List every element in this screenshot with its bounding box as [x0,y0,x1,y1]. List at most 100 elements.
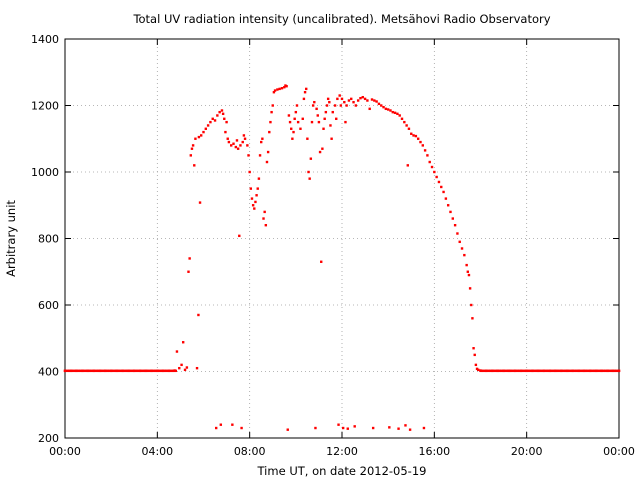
x-tick-label: 04:00 [141,445,173,458]
data-point [138,369,141,373]
data-point [243,137,247,140]
data-point [572,369,575,373]
data-point [256,187,259,190]
data-point [588,369,592,373]
data-point [380,104,383,107]
data-point [490,369,493,373]
data-point [567,369,571,373]
data-point [189,154,193,157]
data-point [95,369,99,373]
data-point [516,369,520,373]
data-point [144,369,147,373]
data-point [171,369,175,373]
data-point [69,369,72,373]
data-point [188,257,191,260]
data-point [530,369,533,373]
data-point [156,369,159,373]
data-point [175,350,179,353]
data-point [142,369,146,373]
y-tick-label: 1400 [31,33,59,46]
data-point [290,127,293,130]
data-point [310,120,314,124]
data-point [347,99,351,102]
data-point [322,127,325,130]
data-point [522,369,525,373]
data-point [88,369,92,373]
data-point [135,369,139,373]
data-point [278,87,281,91]
data-point [561,369,564,373]
data-point [580,369,583,373]
data-point [403,120,406,124]
data-point [460,247,464,250]
data-point [552,369,556,373]
data-point [533,369,536,373]
x-tick-label: 08:00 [234,445,266,458]
data-point [197,135,201,139]
data-point [193,164,196,167]
data-point [231,423,234,426]
data-point [134,369,137,373]
data-point [251,204,255,207]
data-point [529,369,532,373]
data-point [538,369,542,373]
data-point [368,107,371,111]
data-point [321,147,324,150]
data-point [545,369,549,373]
data-point [67,369,71,373]
data-point [85,369,89,373]
data-point [250,197,254,200]
data-point [404,424,407,427]
y-axis-tick-labels: 200 400 600 800 1000 1200 1400 [31,33,59,445]
data-point [76,369,79,373]
data-point [341,426,345,430]
data-point [94,369,97,373]
data-point [248,170,251,174]
data-point [501,369,504,373]
data-point [101,369,104,373]
data-point [324,110,328,114]
data-point [338,94,341,97]
data-point [270,110,273,114]
data-point [160,369,164,373]
data-point [230,144,233,147]
data-point [113,369,117,373]
data-point [137,369,140,373]
data-point [225,120,228,124]
data-point [131,369,135,373]
data-point [543,369,546,373]
data-point [570,369,574,373]
data-point [437,180,441,184]
data-point [91,369,94,373]
data-point [536,369,539,373]
data-point [353,425,356,428]
data-point [531,369,535,373]
data-point [214,426,218,430]
data-point [133,369,136,373]
data-point [306,137,309,140]
data-point [556,369,560,373]
data-point [164,369,168,373]
data-point [336,97,339,101]
data-point [190,147,194,150]
data-point [566,369,569,373]
data-point [433,170,436,174]
data-point [197,313,200,317]
data-point [361,95,364,99]
data-point [253,207,256,210]
data-point [257,177,261,180]
data-point [507,369,510,373]
data-point [291,137,294,140]
data-point [540,369,543,373]
data-point [479,369,482,373]
data-point [258,154,262,157]
data-point [226,137,229,140]
data-point [406,164,409,167]
data-point [393,111,397,115]
data-point [466,270,470,273]
data-point [449,210,452,214]
data-point [211,117,214,120]
x-axis-title: Time UT, on date 2012-05-19 [257,464,427,478]
data-point [87,369,90,373]
data-point [288,120,292,124]
